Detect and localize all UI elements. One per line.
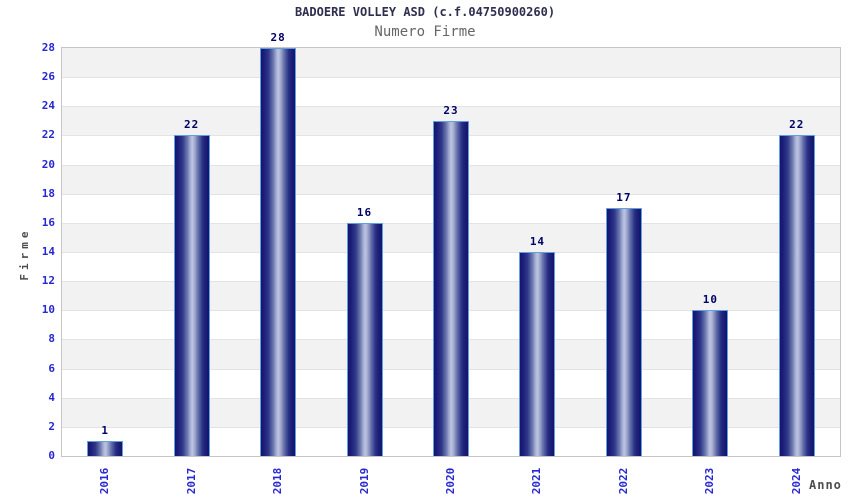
- x-tick-label: 2016: [98, 467, 112, 495]
- bar-2016: [87, 441, 124, 456]
- x-tick-label: 2021: [530, 467, 544, 495]
- bar-2024: [778, 135, 815, 456]
- bar-value-label: 14: [529, 235, 546, 248]
- y-tick-label: 8: [48, 332, 55, 346]
- x-tick-label: 2023: [703, 467, 717, 495]
- y-tick-label: 18: [41, 186, 55, 200]
- y-tick-label: 22: [41, 128, 55, 142]
- y-tick-label: 2: [48, 419, 55, 433]
- y-tick-label: 20: [41, 157, 55, 171]
- bar-value-label: 17: [616, 191, 632, 205]
- y-tick-label: 14: [41, 245, 55, 258]
- bar-2019: [346, 222, 383, 456]
- bar-value-label: 16: [356, 205, 373, 219]
- x-tick-label: 2020: [444, 467, 457, 495]
- y-tick-label: 4: [48, 390, 55, 404]
- x-tick-label: 2022: [616, 467, 630, 495]
- y-tick-label: 24: [41, 99, 55, 113]
- plot-band: [62, 48, 840, 78]
- y-tick-label: 28: [41, 41, 55, 54]
- chart-title: BADOERE VOLLEY ASD (c.f.04750900260): [294, 5, 556, 19]
- y-tick-label: 6: [48, 361, 55, 375]
- y-tick-label: 0: [48, 449, 55, 462]
- bar-2020: [433, 120, 469, 456]
- plot-area: [61, 47, 841, 457]
- gridline: [62, 106, 840, 108]
- bar-2018: [260, 48, 297, 456]
- bar-value-label: 22: [789, 118, 805, 132]
- x-tick-label: 2019: [357, 467, 371, 495]
- bar-2023: [692, 310, 729, 456]
- plot-band: [62, 77, 840, 107]
- bar-value-label: 23: [443, 103, 459, 117]
- gridline: [62, 77, 840, 79]
- bar-value-label: 1: [101, 424, 110, 438]
- y-tick-label: 16: [41, 215, 55, 229]
- bar-value-label: 10: [702, 293, 718, 307]
- y-tick-label: 26: [41, 70, 55, 84]
- x-tick-label: 2018: [271, 467, 285, 495]
- bar-value-label: 22: [184, 118, 200, 132]
- bar-2021: [519, 252, 556, 456]
- bar-2017: [173, 135, 210, 456]
- y-tick-label: 10: [41, 303, 55, 317]
- x-tick-label: 2024: [789, 467, 803, 495]
- x-tick-label: 2017: [184, 467, 198, 495]
- bar-2022: [605, 208, 642, 456]
- chart-subtitle: Numero Firme: [374, 24, 476, 40]
- x-axis-label: Anno: [809, 478, 842, 492]
- y-tick-label: 12: [41, 274, 55, 288]
- bar-value-label: 28: [270, 31, 286, 44]
